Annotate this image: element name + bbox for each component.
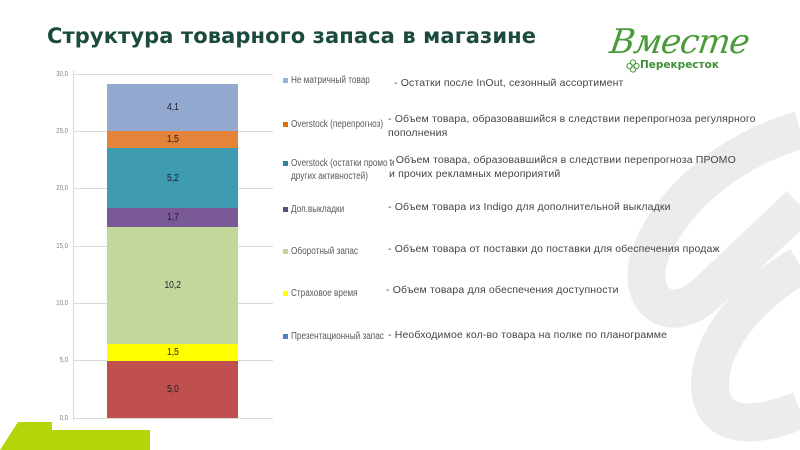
bar-segment-overstock-promo: 5,2	[107, 148, 238, 208]
segment-value-label: 1,7	[166, 212, 179, 223]
legend-label: Overstock (перепрогноз)	[291, 119, 384, 130]
legend-item-extra-displays: Доп.выкладки	[283, 203, 356, 216]
legend-swatch	[283, 122, 288, 127]
legend-swatch	[283, 78, 288, 83]
y-tick-label: 20,0	[56, 183, 68, 192]
legend-label: Доп.выкладки	[291, 204, 345, 215]
segment-value-label: 5,0	[166, 384, 179, 395]
legend-item-non-matrix: Не матричный товар	[283, 74, 387, 87]
y-tick-label: 15,0	[56, 241, 68, 250]
stacked-bar-chart: 30,0 25,0 20,0 15,0 10,0 5,0 0,0 5,0 1,5…	[0, 0, 280, 430]
bar-segment-extra-displays: 1,7	[107, 208, 238, 227]
legend-item-overstock-promo: Overstock (остатки промо и других активн…	[283, 157, 417, 183]
y-tick-label: 10,0	[56, 298, 68, 307]
logo-brand-text: Перекресток	[640, 59, 719, 71]
legend-swatch	[283, 291, 288, 296]
description-overstock-promo: - Объем товара, образовавшийся в следств…	[389, 154, 736, 180]
segment-value-label: 1,5	[166, 347, 179, 358]
background-logo-decoration	[627, 111, 800, 442]
description-overstock-forecast: - Объем товара, образовавшийся в следств…	[388, 113, 756, 139]
legend-item-safety-time: Страховое время	[283, 287, 372, 300]
description-presentation-stock: - Необходимое кол-во товара на полке по …	[388, 329, 668, 341]
legend-label: Страховое время	[291, 288, 358, 299]
segment-value-label: 5,2	[166, 172, 179, 184]
bar-segment-non-matrix: 4,1	[107, 84, 238, 131]
y-axis-line	[73, 70, 74, 420]
description-non-matrix: - Остатки после InOut, сезонный ассортим…	[394, 77, 624, 89]
legend-label: Презентационный запас	[291, 331, 384, 342]
legend-item-overstock-forecast: Overstock (перепрогноз)	[283, 118, 403, 131]
bar-segment-safety-time: 1,5	[107, 344, 238, 361]
legend-swatch	[283, 207, 288, 212]
gridline	[73, 418, 273, 419]
y-tick-label: 25,0	[56, 126, 68, 135]
legend-item-presentation-stock: Презентационный запас	[283, 330, 404, 343]
legend-swatch	[283, 161, 288, 166]
description-safety-time: - Объем товара для обеспечения доступнос…	[386, 284, 619, 296]
y-tick-label: 5,0	[59, 355, 68, 364]
bar-segment-working-stock: 10,2	[107, 227, 238, 344]
segment-value-label: 1,5	[166, 134, 179, 145]
bar-segment-overstock-forecast: 1,5	[107, 131, 238, 148]
logo-script-text: Вместе	[607, 22, 752, 62]
segment-value-label: 10,2	[164, 280, 181, 291]
page-title: Структура товарного запаса в магазине	[47, 24, 537, 48]
brand-logo: Вместе Перекресток	[606, 22, 752, 80]
legend-label: Не матричный товар	[291, 75, 370, 86]
bar-segment-presentation-stock: 5,0	[107, 361, 238, 418]
legend-label: Оборотный запас	[291, 246, 359, 257]
legend-swatch	[283, 334, 288, 339]
y-tick-label: 30,0	[56, 69, 68, 78]
legend-label: Overstock (остатки промо и других активн…	[291, 158, 395, 182]
description-working-stock: - Объем товара от поставки до поставки д…	[388, 243, 720, 255]
gridline	[73, 74, 273, 75]
decorative-lime-shape	[0, 422, 150, 450]
segment-value-label: 4,1	[166, 102, 179, 113]
y-tick-label: 0,0	[59, 413, 68, 422]
legend-swatch	[283, 249, 288, 254]
description-extra-displays: - Объем товара из Indigo для дополнитель…	[388, 201, 671, 213]
legend-item-working-stock: Оборотный запас	[283, 245, 373, 258]
clover-icon	[626, 59, 640, 73]
